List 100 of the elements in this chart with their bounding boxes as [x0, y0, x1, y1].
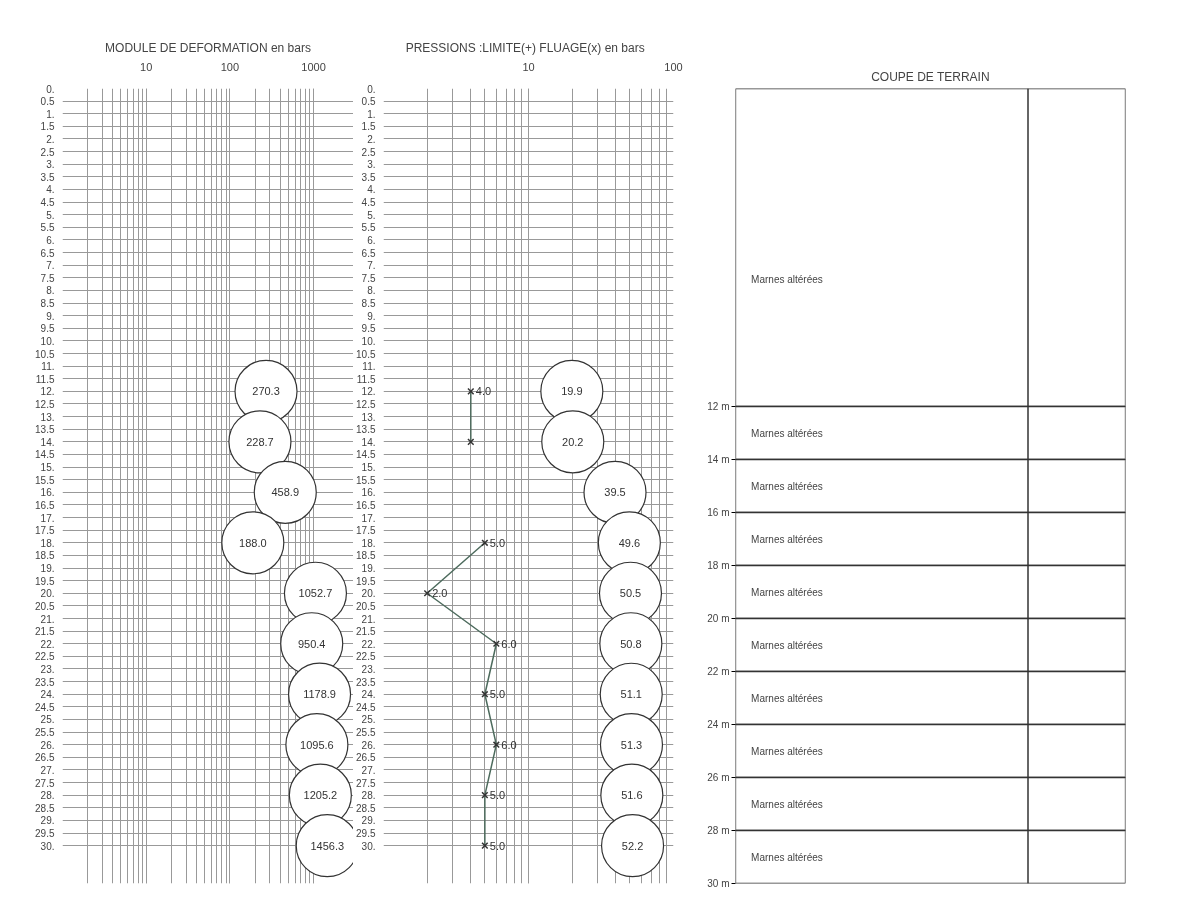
y-tick-label: 5.5	[40, 222, 55, 234]
y-tick-label: 2.	[46, 133, 55, 145]
data-label: 5.0	[489, 839, 506, 852]
y-tick-label: 14.	[361, 436, 376, 448]
y-tick-label: 19.5	[35, 575, 55, 587]
y-tick-label: 6.5	[361, 247, 376, 259]
series-label: Marnes altérées	[751, 480, 823, 492]
y-tick-label: 20 m	[707, 613, 730, 624]
y-tick-label: 21.5	[35, 626, 55, 638]
y-tick-label: 5.5	[361, 222, 376, 234]
y-tick-label: 11.	[362, 361, 376, 373]
data-label: 1095.6	[300, 738, 334, 751]
y-tick-label: 8.5	[40, 298, 55, 310]
y-tick-label: 28.5	[356, 802, 376, 814]
y-tick-label: 12.	[361, 386, 376, 398]
y-tick-label: 16.	[361, 487, 376, 499]
y-tick-label: 30 m	[707, 877, 730, 889]
y-tick-label: 1.5	[361, 121, 376, 133]
y-tick-label: 17.	[361, 512, 376, 524]
y-tick-label: 14 m	[707, 454, 730, 465]
y-tick-label: 2.	[367, 133, 376, 145]
y-tick-label: 0.5	[361, 96, 376, 108]
y-tick-label: 5.	[46, 209, 55, 221]
data-label: 1178.9	[303, 688, 336, 701]
y-tick-label: 12 m	[707, 401, 730, 412]
y-tick-label: 13.	[40, 411, 55, 423]
y-tick-label: 6.	[46, 234, 55, 246]
data-label: 52.2	[621, 839, 644, 852]
x-tick-label: 10	[522, 60, 535, 73]
y-tick-label: 7.	[46, 260, 55, 272]
y-tick-label: 17.5	[35, 525, 55, 537]
y-tick-label: 18.	[40, 537, 55, 549]
data-label: 458.9	[271, 486, 300, 499]
data-label: 51.1	[620, 688, 642, 701]
y-tick-label: 22.5	[35, 651, 55, 663]
data-label: 51.6	[621, 789, 643, 802]
series-label: Marnes altérées	[751, 533, 823, 545]
y-tick-label: 6.5	[40, 247, 55, 259]
data-label: 4.0	[475, 385, 492, 398]
y-tick-label: 19.	[40, 563, 55, 575]
data-label: 50.8	[620, 637, 642, 650]
series-label: Marnes altérées	[751, 273, 823, 285]
y-tick-label: 11.5	[35, 373, 55, 385]
y-tick-label: 5.	[367, 209, 376, 221]
y-tick-label: 0.5	[40, 96, 55, 108]
y-tick-label: 23.5	[356, 676, 376, 688]
y-tick-label: 19.	[361, 563, 376, 575]
y-tick-label: 12.	[40, 386, 55, 398]
y-tick-label: 14.5	[35, 449, 55, 461]
y-tick-label: 3.	[46, 159, 55, 171]
y-tick-label: 29.	[40, 815, 55, 827]
y-tick-label: 4.5	[361, 197, 376, 209]
y-tick-label: 23.	[40, 663, 55, 675]
y-tick-label: 26 m	[707, 772, 730, 783]
y-tick-label: 9.5	[40, 323, 55, 335]
y-tick-label: 18 m	[707, 560, 730, 571]
y-tick-label: 12.5	[35, 398, 55, 410]
y-tick-label: 25.5	[35, 727, 55, 739]
y-tick-label: 20.5	[35, 600, 55, 612]
data-label: 2.0	[432, 587, 448, 600]
y-tick-label: 3.	[367, 159, 376, 171]
y-tick-label: 9.5	[361, 323, 376, 335]
y-tick-label: 13.5	[35, 424, 55, 436]
data-label: 5.0	[489, 688, 506, 701]
data-label: 51.3	[620, 738, 643, 751]
y-tick-label: 10.	[40, 335, 55, 347]
y-tick-label: 18.5	[35, 550, 55, 562]
y-tick-label: 25.5	[356, 727, 376, 739]
y-tick-label: 29.5	[356, 828, 376, 840]
y-tick-label: 1.	[46, 108, 55, 120]
y-tick-label: 8.	[46, 285, 55, 297]
y-tick-label: 7.5	[361, 272, 376, 284]
y-tick-label: 2.5	[40, 146, 55, 158]
series-label: Marnes altérées	[751, 427, 823, 439]
y-tick-label: 8.5	[361, 298, 376, 310]
data-label: 39.5	[604, 486, 626, 499]
y-tick-label: 19.5	[356, 575, 376, 587]
y-tick-label: 10.5	[356, 348, 376, 360]
y-tick-label: 14.	[40, 436, 55, 448]
y-tick-label: 16.	[40, 487, 55, 499]
y-tick-label: 1.	[367, 108, 376, 120]
data-label: 5.0	[489, 536, 506, 549]
y-tick-label: 13.5	[356, 424, 376, 436]
y-tick-label: 4.	[46, 184, 55, 196]
y-tick-label: 9.	[46, 310, 55, 322]
data-label: 50.5	[619, 587, 642, 600]
y-tick-label: 4.5	[40, 197, 55, 209]
x-tick-label: 1000	[301, 60, 326, 73]
y-tick-label: 24.	[361, 689, 376, 701]
y-tick-label: 26.5	[356, 752, 376, 764]
y-tick-label: 10.	[361, 335, 376, 347]
y-tick-label: 15.5	[35, 474, 55, 486]
chart-title: PRESSIONS :LIMITE(+) FLUAGE(x) en bars	[405, 40, 645, 55]
y-tick-label: 17.	[40, 512, 55, 524]
y-tick-label: 13.	[361, 411, 376, 423]
y-tick-label: 17.5	[356, 525, 376, 537]
y-tick-label: 9.	[367, 310, 376, 322]
data-label: 19.9	[561, 385, 583, 398]
y-tick-label: 6.	[367, 234, 376, 246]
data-label: 228.7	[246, 435, 274, 448]
